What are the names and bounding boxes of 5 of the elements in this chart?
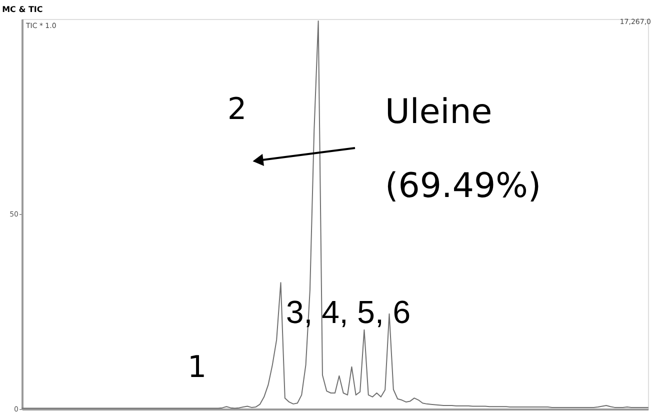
annotation: 2 [227, 92, 247, 127]
chart-title: MC & TIC [2, 5, 43, 14]
annotation: Uleine (69.49%) [385, 92, 542, 206]
line-series [22, 20, 648, 409]
annotation: 1 [187, 350, 207, 385]
